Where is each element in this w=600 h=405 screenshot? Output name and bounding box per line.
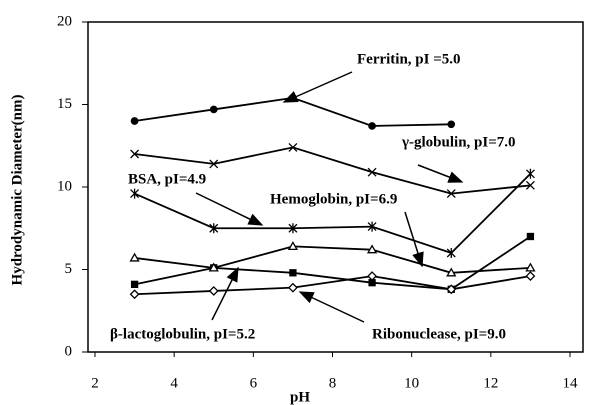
x-tick-label: 2	[91, 375, 99, 391]
y-axis-label: Hydrodynamic Diameter(nm)	[9, 95, 25, 286]
y-tick-label: 15	[57, 96, 72, 112]
annotation-arrow	[298, 291, 365, 323]
annotation-arrow	[417, 164, 464, 183]
point	[208, 262, 219, 272]
annotation-arrow	[211, 266, 239, 321]
point	[367, 167, 377, 177]
point	[446, 267, 457, 277]
point	[288, 142, 298, 152]
series-label: Hemoglobin, pI=6.9	[270, 191, 397, 207]
point	[288, 223, 298, 234]
point	[525, 271, 536, 282]
point	[368, 122, 376, 130]
point	[446, 284, 457, 295]
point	[447, 120, 456, 129]
annotation-arrow	[282, 71, 353, 103]
series-line	[134, 146, 531, 195]
point	[130, 117, 139, 125]
point	[525, 180, 535, 190]
point	[446, 248, 456, 258]
point	[208, 286, 219, 296]
point	[130, 188, 140, 199]
point	[129, 289, 140, 300]
series-line	[134, 245, 531, 274]
point	[209, 105, 218, 114]
point	[366, 244, 378, 254]
x-tick-label: 6	[250, 375, 258, 391]
point	[367, 271, 378, 282]
series-label: Ribonuclease, pI=9.0	[372, 326, 506, 342]
point	[525, 262, 536, 272]
series-label: γ-globulin, pI=7.0	[401, 134, 516, 150]
y-tick-label: 0	[65, 343, 73, 359]
point	[130, 280, 139, 289]
series-line	[134, 173, 532, 255]
x-tick-label: 4	[170, 375, 178, 391]
point	[287, 241, 299, 251]
annotation-arrow	[195, 192, 264, 226]
point	[209, 159, 219, 169]
point	[209, 223, 219, 234]
x-axis-label: pH	[290, 389, 310, 405]
series-label: β-lactoglobulin, pI=5.2	[110, 326, 255, 342]
annotation-arrow	[404, 211, 424, 268]
point	[289, 269, 297, 277]
series-line	[134, 275, 531, 296]
point	[446, 189, 456, 199]
point	[130, 149, 140, 159]
series-label: Ferritin, pI =5.0	[357, 51, 461, 67]
point	[525, 168, 535, 179]
x-tick-label: 14	[563, 375, 579, 391]
y-tick-label: 5	[65, 261, 73, 277]
series-line	[134, 96, 452, 127]
y-tick-label: 10	[57, 178, 72, 194]
y-tick-label: 20	[57, 13, 72, 29]
series-line	[134, 235, 531, 291]
point	[129, 252, 140, 262]
x-tick-label: 10	[404, 375, 419, 391]
point	[287, 282, 298, 293]
x-tick-label: 12	[483, 375, 498, 391]
x-tick-label: 8	[329, 375, 337, 391]
point	[367, 221, 377, 232]
series-label: BSA, pI=4.9	[128, 171, 206, 187]
point	[526, 232, 535, 241]
